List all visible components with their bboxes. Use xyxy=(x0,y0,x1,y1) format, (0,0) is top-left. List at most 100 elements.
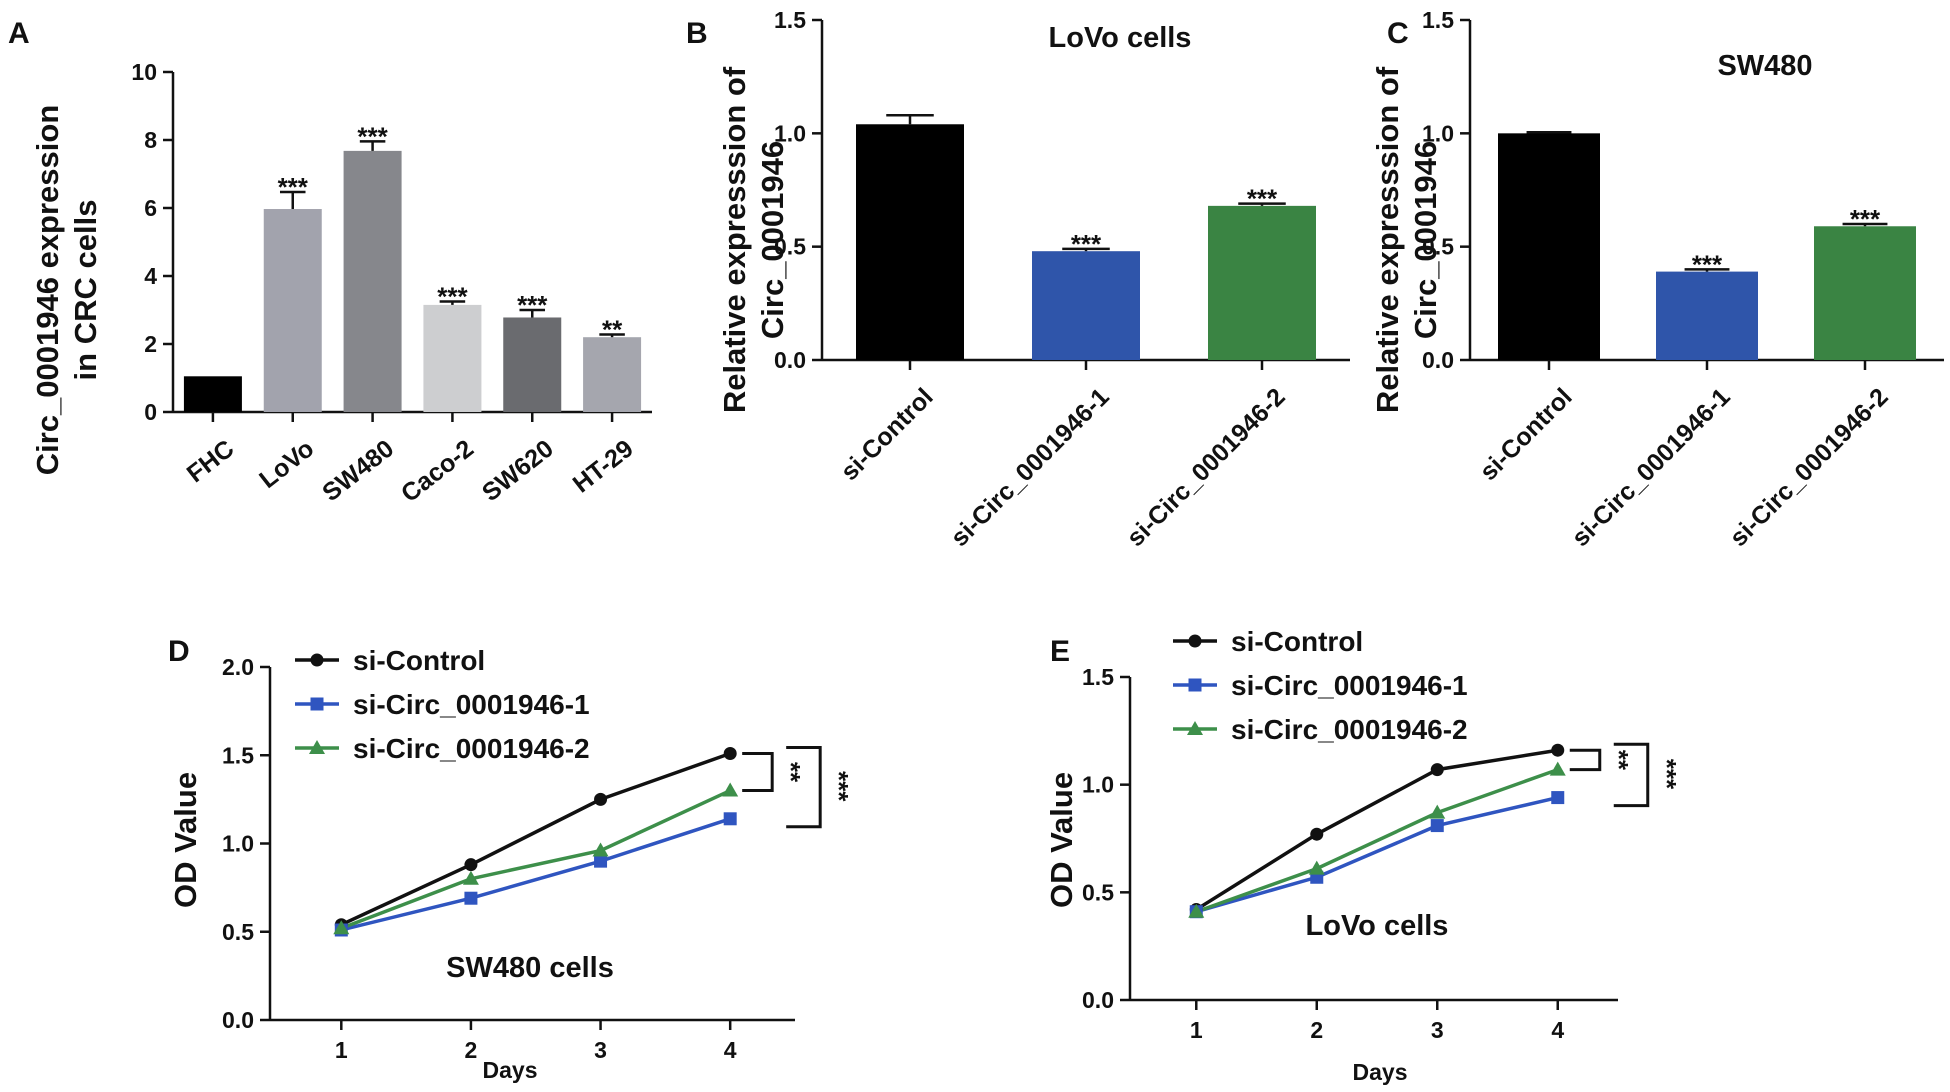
data-point xyxy=(594,854,608,868)
panel-d-letter: D xyxy=(168,635,190,668)
panel-d-y-tick-label: 1.5 xyxy=(222,742,254,768)
significance-label: *** xyxy=(278,172,309,202)
bar-c-si-control xyxy=(1498,133,1600,360)
panel-e-y-tick-label: 0.0 xyxy=(1082,987,1114,1013)
significance-label: *** xyxy=(357,121,388,151)
panel-c-y-tick-label: 1.0 xyxy=(1422,120,1454,146)
series-line-si-circ_0001946-2 xyxy=(1195,767,1559,914)
category-label: si-Circ_0001946-1 xyxy=(1566,383,1735,552)
bar-c-si-circ_0001946-2 xyxy=(1814,226,1916,360)
category-label: HT-29 xyxy=(568,435,639,499)
data-point xyxy=(1187,721,1203,735)
series-line-si-control xyxy=(1195,748,1559,912)
significance-label: ** xyxy=(1604,750,1634,771)
panel-e-y-tick-label: 0.5 xyxy=(1082,879,1114,905)
panel-d-y-tick-label: 1.0 xyxy=(222,831,254,857)
bar-b-si-circ_0001946-1 xyxy=(1032,251,1140,360)
data-point xyxy=(1551,743,1565,757)
series-line-si-circ_0001946-1 xyxy=(1195,795,1559,914)
panel-a-y-tick-label: 8 xyxy=(144,127,157,153)
legend-label: si-Control xyxy=(1231,626,1363,657)
data-point xyxy=(310,697,324,711)
x-tick-label: 1 xyxy=(335,1037,348,1063)
data-point xyxy=(1549,761,1566,776)
panel-d-y-tick-label: 0.5 xyxy=(222,919,254,945)
panel-c: C 0.0 0.5 1.0 1.5 Relative expresssion ofCirc… xyxy=(1370,7,1944,552)
significance-label: *** xyxy=(517,290,548,320)
panel-e-letter: E xyxy=(1050,635,1070,668)
y-axis-label-line: Circ_0001946 expression xyxy=(30,105,65,476)
bar-a-sw620 xyxy=(503,317,562,412)
data-point xyxy=(333,920,350,935)
data-point xyxy=(1310,827,1324,841)
data-point xyxy=(1430,763,1444,777)
significance-bracket xyxy=(1569,748,1602,772)
panel-b-y-axis-label: Relative expresssion ofCirc_0001946 xyxy=(717,66,790,413)
data-point xyxy=(309,740,325,754)
panel-e: E 0.0 0.5 1.0 1.5 1 2 3 4 OD Value Days LoVo cells s… xyxy=(1044,626,1682,1085)
x-tick-label: 3 xyxy=(594,1037,607,1063)
x-tick-label: 2 xyxy=(1310,1017,1323,1043)
significance-label: ** xyxy=(776,762,806,783)
panel-d: D 0.0 0.5 1.0 1.5 2.0 1 2 3 4 OD Value Days SW480 ce… xyxy=(168,635,854,1083)
legend-label: si-Circ_0001946-2 xyxy=(1231,714,1468,745)
data-point xyxy=(1429,804,1446,819)
data-point xyxy=(464,891,478,905)
significance-label: *** xyxy=(1071,229,1102,259)
significance-label: *** xyxy=(824,771,854,802)
panel-a-y-tick-label: 10 xyxy=(131,59,157,85)
panel-b: B 0.0 0.5 1.0 1.5 Relative expresssion ofCirc… xyxy=(686,7,1350,552)
bar-a-ht-29 xyxy=(583,337,642,412)
data-point xyxy=(1430,819,1444,833)
data-point xyxy=(1551,791,1565,805)
panel-a: A 0 2 4 6 8 10 Circ_0001946 expressionin CRC ce… xyxy=(8,17,652,508)
significance-label: *** xyxy=(437,282,468,312)
panel-d-legend: si-Control si-Circ_0001946-1 si-Circ_00019… xyxy=(295,645,590,764)
bar-c-si-circ_0001946-1 xyxy=(1656,271,1758,360)
legend-label: si-Circ_0001946-1 xyxy=(353,689,590,720)
panel-b-letter: B xyxy=(686,17,708,50)
panel-e-x-axis-label: Days xyxy=(1353,1059,1408,1085)
y-axis-label-line: Circ_0001946 xyxy=(755,141,790,339)
category-label: si-Control xyxy=(835,383,938,486)
data-point xyxy=(310,653,324,667)
panel-d-title: SW480 cells xyxy=(446,952,614,984)
panel-e-title: LoVo cells xyxy=(1306,910,1449,942)
data-point xyxy=(464,858,478,872)
panel-c-y-tick-label: 1.5 xyxy=(1422,7,1454,33)
y-axis-label-line: in CRC cells xyxy=(68,200,103,381)
bar-a-fhc xyxy=(183,376,242,412)
bar-a-sw480 xyxy=(343,150,402,412)
significance-bracket xyxy=(1613,742,1650,808)
panel-e-y-tick-label: 1.0 xyxy=(1082,772,1114,798)
series-line-si-control xyxy=(340,751,731,927)
panel-c-y-tick-label: 0.0 xyxy=(1422,347,1454,373)
significance-label: ** xyxy=(602,314,623,344)
panel-a-y-axis-label: Circ_0001946 expressionin CRC cells xyxy=(30,105,103,476)
legend-label: si-Control xyxy=(353,645,485,676)
bar-a-lovo xyxy=(263,209,322,412)
panel-b-y-tick-label: 1.5 xyxy=(774,7,806,33)
significance-bracket xyxy=(742,751,774,793)
significance-label: *** xyxy=(1692,249,1723,279)
category-label: si-Circ_0001946-1 xyxy=(945,383,1114,552)
panel-a-y-tick-label: 4 xyxy=(144,263,157,289)
x-tick-label: 4 xyxy=(1551,1017,1564,1043)
significance-label: *** xyxy=(1247,184,1278,214)
panel-a-y-tick-label: 0 xyxy=(144,399,157,425)
category-label: LoVo xyxy=(254,435,319,494)
data-point xyxy=(723,812,737,826)
panel-d-y-axis-label: OD Value xyxy=(168,772,203,908)
data-point xyxy=(1188,903,1205,918)
category-label: si-Circ_0001946-2 xyxy=(1121,383,1290,552)
data-point xyxy=(1188,678,1202,692)
panel-d-y-tick-label: 0.0 xyxy=(222,1007,254,1033)
panel-d-y-tick-label: 2.0 xyxy=(222,654,254,680)
significance-label: *** xyxy=(1652,759,1682,790)
x-tick-label: 3 xyxy=(1431,1017,1444,1043)
category-label: si-Circ_0001946-2 xyxy=(1724,383,1893,552)
panel-a-y-tick-label: 6 xyxy=(144,195,157,221)
y-axis-label-line: Circ_0001946 xyxy=(1408,141,1443,339)
panel-b-y-tick-label: 1.0 xyxy=(774,120,806,146)
